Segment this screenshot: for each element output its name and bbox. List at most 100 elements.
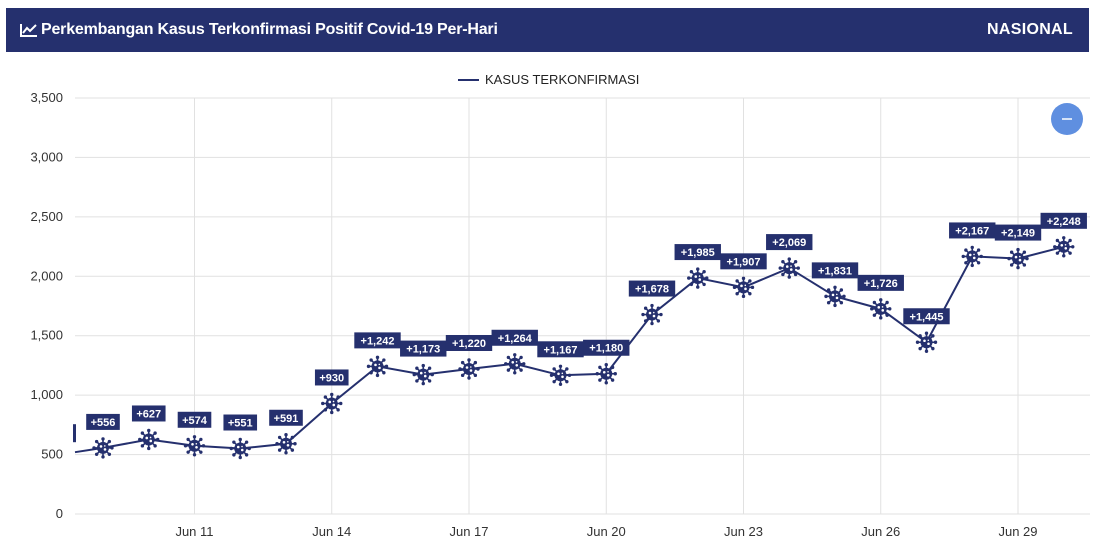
data-label-text: +1,220 [452,338,486,350]
data-label-text: +930 [319,372,344,384]
y-tick-label: 3,500 [30,90,63,105]
data-label-box [223,414,258,431]
chart-title-wrap: Perkembangan Kasus Terkonfirmasi Positif… [20,21,498,39]
virus-icon [961,245,983,268]
chart-header: Perkembangan Kasus Terkonfirmasi Positif… [6,8,1089,52]
data-label-text: +1,242 [361,335,395,347]
data-label-text: +551 [228,418,253,430]
data-label: +1,445 [903,308,950,325]
x-tick-label: Jun 29 [998,524,1037,539]
toggle-button[interactable] [1051,103,1083,135]
data-label-text: +1,831 [818,265,852,277]
y-tick-label: 2,000 [30,268,63,283]
data-label-text: +1,907 [727,256,761,268]
data-label-text: +1,985 [681,247,715,259]
y-tick-label: 3,000 [30,149,63,164]
y-tick-label: 1,000 [30,387,63,402]
data-label-text: +574 [182,415,208,427]
virus-icon [824,285,846,308]
virus-icon [778,257,800,279]
virus-icon [275,433,297,455]
y-tick-label: 1,500 [30,328,63,343]
chart-title: Perkembangan Kasus Terkonfirmasi Positif… [41,21,498,38]
data-label-text: +2,248 [1047,216,1081,228]
data-label-box [994,224,1042,241]
data-label: +1,907 [720,253,767,270]
data-label: +2,069 [766,234,813,251]
x-tick-label: Jun 26 [861,524,900,539]
data-label-box [445,334,493,351]
data-label-box [491,329,538,346]
data-label-box [857,274,904,291]
data-label: +556 [86,413,120,430]
data-label-box [674,244,721,261]
data-label-box [86,413,120,430]
data-label: +1,678 [628,280,676,297]
virus-icon [229,437,251,460]
data-label-box [131,405,166,422]
data-label-box [903,308,950,325]
y-tick-label: 500 [41,447,63,462]
data-label-text: +1,173 [406,344,440,356]
data-label: +2,248 [1040,212,1087,229]
data-label: +2,167 [949,222,996,239]
virus-icon [915,331,938,353]
data-label: +2,149 [994,224,1042,241]
data-label-box [314,369,349,386]
virus-icon [641,303,663,326]
clipped-label-edge [73,424,76,443]
data-label: +627 [131,405,166,422]
virus-icon [183,435,206,457]
data-label-box [269,409,303,426]
legend-label: KASUS TERKONFIRMASI [485,72,639,87]
data-label: +591 [269,409,303,426]
y-tick-label: 0 [56,506,63,521]
virus-icon [321,392,343,415]
virus-icon [458,358,480,380]
virus-icon [138,428,160,451]
data-label-text: +591 [274,413,299,425]
virus-icon [412,363,434,386]
data-label-box [537,341,584,358]
data-label-box [628,280,676,297]
data-label-box [1040,212,1087,229]
x-tick-label: Jun 14 [312,524,351,539]
data-label-text: +627 [136,408,161,420]
data-label-box [720,253,767,270]
data-label: +551 [223,414,258,431]
data-label-text: +1,445 [910,311,944,323]
data-label-text: +2,069 [772,237,806,249]
x-tick-label: Jun 17 [449,524,488,539]
data-label: +1,985 [674,244,721,261]
data-label-box [177,411,212,428]
virus-icon [549,364,572,386]
data-label-text: +2,149 [1001,228,1035,240]
virus-icon [595,363,617,385]
data-label-box [766,234,813,251]
data-label-box [583,339,630,356]
data-label: +574 [177,411,212,428]
x-tick-label: Jun 20 [587,524,626,539]
legend[interactable]: KASUS TERKONFIRMASI [458,72,639,87]
data-label: +1,242 [354,332,401,349]
y-tick-label: 2,500 [30,209,63,224]
data-label-text: +2,167 [955,225,989,237]
data-label-box [354,332,401,349]
virus-icon [687,267,709,289]
virus-icon [504,353,526,375]
data-label: +1,180 [583,339,630,356]
data-label-text: +1,726 [864,278,898,290]
data-label-text: +1,180 [589,343,623,355]
data-label: +1,167 [537,341,584,358]
x-tick-label: Jun 23 [724,524,763,539]
data-label-box [811,262,859,279]
data-label-text: +556 [91,417,116,429]
x-tick-label: Jun 11 [175,524,213,539]
virus-icon [366,355,389,378]
data-label: +1,264 [491,329,538,346]
virus-icon [92,437,114,459]
data-label: +1,220 [445,334,493,351]
virus-icon [732,276,755,299]
data-label-text: +1,264 [498,333,533,345]
data-label: +1,173 [400,340,447,357]
